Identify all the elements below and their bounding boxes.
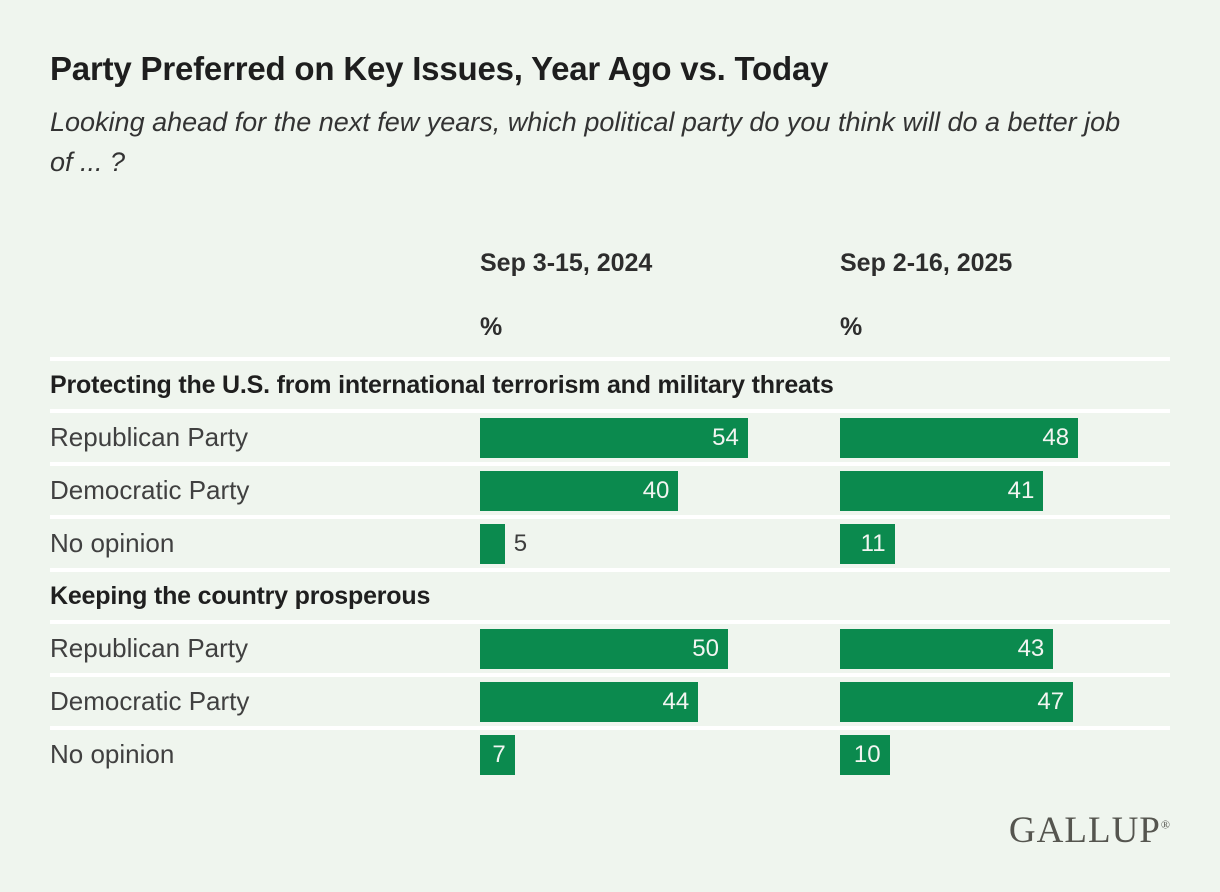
bar-2025: 43 — [840, 629, 1054, 669]
row-divider — [50, 357, 1170, 361]
bar-value-2024: 44 — [662, 688, 690, 715]
bar-value-2025: 10 — [853, 741, 881, 768]
row-divider — [50, 726, 1170, 730]
unit-row: % % — [50, 312, 1170, 342]
bar-cell-2024: 44 — [480, 677, 840, 726]
row-divider — [50, 673, 1170, 677]
column-header-row: Sep 3-15, 2024 Sep 2-16, 2025 — [50, 248, 1170, 278]
bar-cell-2024: 54 — [480, 413, 840, 462]
bar-value-2025: 41 — [1007, 477, 1035, 504]
bar-cell-2025: 11 — [840, 519, 1170, 568]
bar-2024: 50 — [480, 629, 728, 669]
row-divider — [50, 409, 1170, 413]
row-divider — [50, 620, 1170, 624]
bar-value-2025: 47 — [1037, 688, 1065, 715]
table-row: Democratic Party 40 41 — [50, 466, 1170, 515]
bar-value-2025: 48 — [1042, 424, 1070, 451]
bar-cell-2024: 50 — [480, 624, 840, 673]
row-divider — [50, 462, 1170, 466]
unit-label-2024: % — [480, 313, 503, 341]
bar-cell-2025: 10 — [840, 730, 1170, 779]
bar-2024: 54 — [480, 418, 748, 458]
table-row: No opinion 5 11 — [50, 519, 1170, 568]
logo-row: GALLUP® — [50, 809, 1170, 852]
bar-2025: 41 — [840, 471, 1044, 511]
bar-value-2024: 5 — [513, 530, 528, 557]
row-label: Republican Party — [50, 422, 248, 452]
bar-2025: 48 — [840, 418, 1079, 458]
bar-cell-2024: 7 — [480, 730, 840, 779]
column-header-2025: Sep 2-16, 2025 — [840, 249, 1013, 277]
bar-2024: 44 — [480, 682, 699, 722]
bar-2025: 11 — [840, 524, 895, 564]
row-divider — [50, 515, 1170, 519]
gallup-logo: GALLUP® — [1009, 810, 1170, 851]
row-label: Democratic Party — [50, 475, 250, 505]
bar-cell-2024: 40 — [480, 466, 840, 515]
row-divider — [50, 568, 1170, 572]
bar-value-2024: 7 — [492, 741, 506, 768]
bar-cell-2025: 43 — [840, 624, 1170, 673]
bar-cell-2025: 48 — [840, 413, 1170, 462]
bar-value-2024: 54 — [712, 424, 739, 451]
bar-2024 — [480, 524, 505, 564]
section-header: Keeping the country prosperous — [50, 582, 431, 610]
section-header: Protecting the U.S. from international t… — [50, 371, 834, 399]
bar-cell-2025: 41 — [840, 466, 1170, 515]
bar-value-2025: 11 — [860, 530, 886, 557]
chart-subtitle: Looking ahead for the next few years, wh… — [50, 107, 1121, 177]
table-row: No opinion 7 10 — [50, 730, 1170, 779]
bar-value-2024: 40 — [642, 477, 670, 504]
bar-cell-2025: 47 — [840, 677, 1170, 726]
column-header-spacer — [50, 248, 480, 278]
bar-2025: 10 — [840, 735, 890, 775]
row-label: Democratic Party — [50, 686, 250, 716]
row-label: No opinion — [50, 528, 175, 558]
bar-cell-2024: 5 — [480, 519, 840, 568]
table-row: Republican Party 50 43 — [50, 624, 1170, 673]
chart-body: Protecting the U.S. from international t… — [50, 357, 1170, 779]
chart-title: Party Preferred on Key Issues, Year Ago … — [50, 50, 829, 87]
bar-2024: 7 — [480, 735, 515, 775]
unit-spacer — [50, 312, 480, 342]
registered-mark: ® — [1160, 817, 1170, 832]
gallup-logo-text: GALLUP — [1008, 810, 1161, 851]
bar-2024: 40 — [480, 471, 679, 511]
unit-label-2025: % — [840, 313, 863, 341]
column-header-2024: Sep 3-15, 2024 — [480, 249, 653, 277]
bar-value-2025: 43 — [1017, 635, 1045, 662]
row-label: Republican Party — [50, 633, 248, 663]
table-row: Republican Party 54 48 — [50, 413, 1170, 462]
bar-2025: 47 — [840, 682, 1074, 722]
row-label: No opinion — [50, 739, 175, 769]
table-row: Democratic Party 44 47 — [50, 677, 1170, 726]
bar-value-2024: 50 — [692, 635, 719, 662]
